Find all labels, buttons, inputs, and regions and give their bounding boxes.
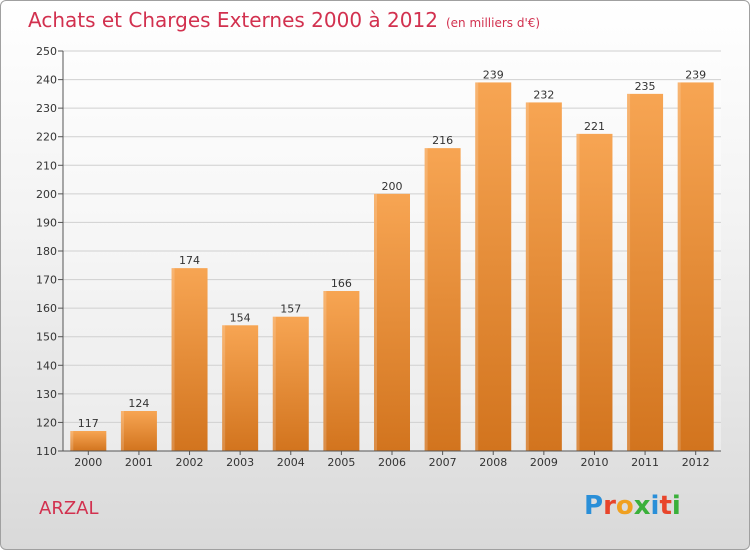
bar-2007: [424, 148, 461, 451]
bar-highlight: [677, 82, 681, 451]
x-tick-label-2007: 2007: [429, 456, 457, 469]
x-tick-label-2011: 2011: [631, 456, 659, 469]
data-label-2005: 166: [331, 277, 352, 290]
y-tick-label: 180: [36, 245, 57, 258]
bar-2002: [171, 268, 208, 451]
proxiti-logo[interactable]: Proxiti: [584, 491, 681, 521]
data-labels: 117 124 174 154 157 166 200 216 239 232 221 235 239: [78, 68, 706, 430]
bar-highlight: [120, 411, 124, 451]
x-tick-label-2001: 2001: [125, 456, 153, 469]
chart-title: Achats et Charges Externes 2000 à 2012 (e…: [28, 8, 540, 32]
x-tick-label-2002: 2002: [176, 456, 204, 469]
chart-title-text: Achats et Charges Externes 2000 à 2012: [28, 8, 438, 32]
y-tick-label: 150: [36, 331, 57, 344]
bar-2000: [70, 431, 107, 451]
logo-letter: i: [650, 491, 660, 521]
logo-letter: o: [615, 491, 634, 521]
logo-letter: i: [671, 491, 681, 521]
logo-letter: t: [659, 491, 672, 521]
logo-letter: P: [584, 491, 604, 521]
bar-highlight: [424, 148, 428, 451]
data-label-2002: 174: [179, 254, 200, 267]
bar-highlight: [576, 133, 580, 451]
bar-2003: [222, 325, 259, 451]
data-label-2008: 239: [483, 68, 504, 81]
y-tick-label: 210: [36, 159, 57, 172]
logo-letter: x: [633, 491, 651, 521]
x-tick-label-2005: 2005: [327, 456, 355, 469]
bar-highlight: [272, 316, 276, 451]
data-label-2011: 235: [635, 80, 656, 93]
bar-2005: [323, 291, 360, 451]
x-tick-label-2012: 2012: [682, 456, 710, 469]
data-label-2001: 124: [128, 397, 149, 410]
bar-highlight: [323, 291, 327, 451]
x-tick-label-2000: 2000: [74, 456, 102, 469]
bar-2001: [120, 411, 157, 451]
town-name: ARZAL: [39, 498, 99, 519]
y-tick-label: 200: [36, 188, 57, 201]
x-tick-label-2008: 2008: [479, 456, 507, 469]
y-tick-label: 220: [36, 131, 57, 144]
logo-letter: r: [603, 491, 616, 521]
data-label-2006: 200: [382, 180, 403, 193]
x-tick-label-2010: 2010: [580, 456, 608, 469]
y-tick-label: 250: [36, 45, 57, 58]
y-tick-label: 140: [36, 359, 57, 372]
x-tick-label-2003: 2003: [226, 456, 254, 469]
y-tick-label: 120: [36, 416, 57, 429]
bar-2006: [374, 193, 410, 451]
data-label-2010: 221: [584, 120, 605, 133]
data-label-2003: 154: [230, 311, 251, 324]
y-tick-label: 230: [36, 102, 57, 115]
bar-2009: [525, 102, 562, 451]
y-tick-label: 160: [36, 302, 57, 315]
data-label-2004: 157: [280, 303, 301, 316]
bar-highlight: [222, 325, 226, 451]
y-tick-label: 240: [36, 74, 57, 87]
bar-highlight: [475, 82, 479, 451]
bar-2010: [576, 133, 613, 451]
bar-highlight: [70, 431, 74, 451]
bar-highlight: [525, 102, 529, 451]
bars: [70, 82, 714, 451]
bar-2004: [272, 316, 309, 451]
bar-highlight: [374, 193, 377, 451]
data-label-2000: 117: [78, 417, 99, 430]
bar-highlight: [627, 93, 631, 451]
y-tick-label: 110: [36, 445, 57, 458]
chart-subtitle: (en milliers d'€): [445, 16, 541, 30]
bar-2012: [677, 82, 714, 451]
y-tick-label: 190: [36, 216, 57, 229]
data-label-2012: 239: [685, 68, 706, 81]
bar-highlight: [171, 268, 175, 451]
data-label-2007: 216: [432, 134, 453, 147]
y-tick-label: 170: [36, 274, 57, 287]
bar-2011: [627, 93, 664, 451]
y-tick-label: 130: [36, 388, 57, 401]
x-tick-label-2004: 2004: [277, 456, 305, 469]
data-label-2009: 232: [533, 88, 554, 101]
x-tick-label-2006: 2006: [378, 456, 406, 469]
x-tick-label-2009: 2009: [530, 456, 558, 469]
axes: 110 120 130 140 150 160 170 180 190 200 210 220 230 2…: [36, 45, 721, 469]
bar-2008: [475, 82, 512, 451]
